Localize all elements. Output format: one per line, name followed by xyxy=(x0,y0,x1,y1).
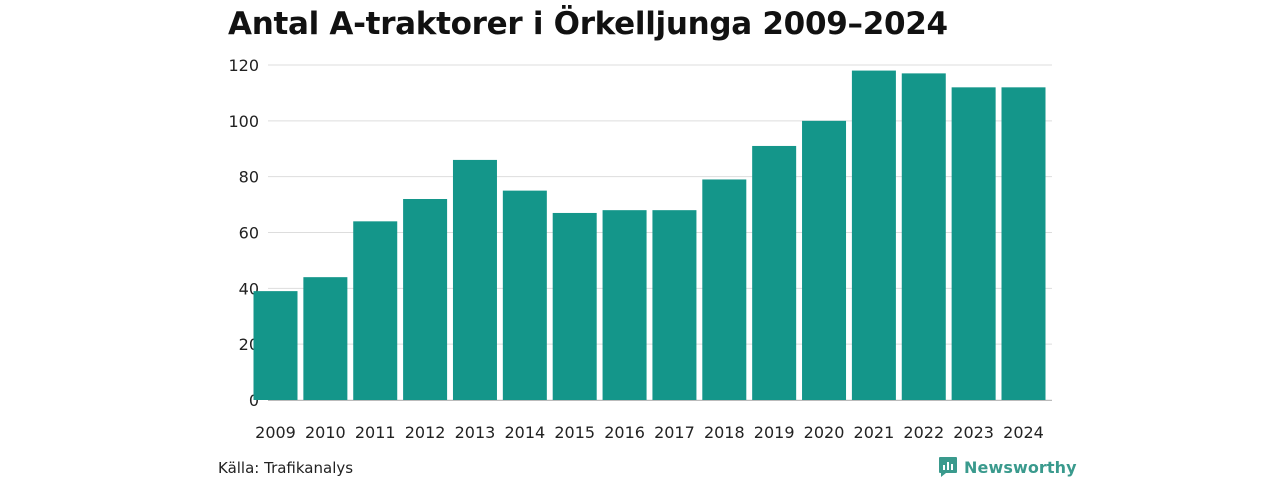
bar xyxy=(951,87,996,400)
x-tick-label: 2010 xyxy=(305,423,346,442)
newsworthy-icon xyxy=(939,457,957,477)
bar xyxy=(502,190,547,400)
chart-title: Antal A-traktorer i Örkelljunga 2009–202… xyxy=(228,6,948,42)
x-tick-label: 2019 xyxy=(754,423,795,442)
bar xyxy=(303,277,348,400)
x-tick-label: 2024 xyxy=(1003,423,1044,442)
x-tick-label: 2011 xyxy=(355,423,396,442)
bar xyxy=(652,210,697,400)
bar xyxy=(901,73,946,400)
x-tick-label: 2021 xyxy=(854,423,895,442)
y-tick-label: 100 xyxy=(228,112,259,131)
source-note: Källa: Trafikanalys xyxy=(218,459,354,477)
bar xyxy=(1001,87,1046,400)
y-tick-label: 60 xyxy=(239,224,259,243)
bar xyxy=(602,210,647,400)
brand-logo: Newsworthy xyxy=(938,456,1077,478)
x-tick-label: 2009 xyxy=(255,423,296,442)
x-tick-label: 2013 xyxy=(455,423,496,442)
x-tick-label: 2023 xyxy=(953,423,994,442)
bar xyxy=(253,291,298,400)
bar xyxy=(752,145,797,400)
bar xyxy=(353,221,398,400)
y-tick-label: 80 xyxy=(239,168,259,187)
y-tick-label: 120 xyxy=(228,56,259,75)
x-tick-label: 2015 xyxy=(554,423,595,442)
brand-name: Newsworthy xyxy=(964,457,1077,477)
x-tick-label: 2022 xyxy=(903,423,944,442)
y-tick-label: 0 xyxy=(249,391,259,410)
bar xyxy=(403,199,448,400)
bar xyxy=(452,159,497,400)
x-tick-label: 2020 xyxy=(804,423,845,442)
x-tick-label: 2014 xyxy=(504,423,545,442)
bar xyxy=(851,70,896,400)
x-tick-label: 2018 xyxy=(704,423,745,442)
bar xyxy=(802,120,847,400)
bar xyxy=(702,179,747,400)
bar xyxy=(552,212,597,400)
x-tick-label: 2016 xyxy=(604,423,645,442)
x-tick-label: 2012 xyxy=(405,423,446,442)
x-tick-label: 2017 xyxy=(654,423,695,442)
